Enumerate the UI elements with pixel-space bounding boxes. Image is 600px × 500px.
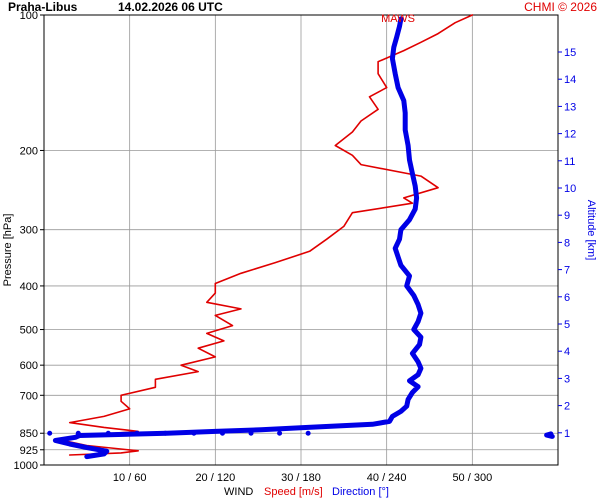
direction-surface-dot bbox=[277, 430, 283, 436]
altitude-tick-label: 11 bbox=[564, 156, 575, 168]
altitude-tick-label: 7 bbox=[564, 265, 570, 277]
direction-surface-dot bbox=[134, 430, 140, 436]
pressure-tick-label: 850 bbox=[20, 428, 38, 440]
altitude-tick-label: 4 bbox=[564, 346, 570, 358]
direction-surface-dot bbox=[248, 430, 254, 436]
plot-border bbox=[43, 14, 559, 466]
pressure-tick-label: 300 bbox=[20, 225, 38, 237]
altitude-tick-label: 12 bbox=[564, 129, 576, 141]
wind-tick-label: 40 / 240 bbox=[367, 472, 407, 484]
direction-surface-dot bbox=[305, 430, 311, 436]
direction-series-line bbox=[544, 431, 555, 439]
direction-surface-dot bbox=[162, 430, 168, 436]
wind-axis-title: WIND bbox=[224, 486, 253, 498]
direction-series-line bbox=[52, 16, 424, 460]
pressure-tick-label: 700 bbox=[20, 390, 38, 402]
wind-tick-label: 50 / 300 bbox=[452, 472, 492, 484]
chmi-credit: CHMI © 2026 bbox=[524, 0, 597, 14]
station-title: Praha-Libus bbox=[8, 0, 78, 14]
altitude-tick-label: 8 bbox=[564, 237, 570, 249]
altitude-tick-label: 10 bbox=[564, 183, 576, 195]
series-layer bbox=[47, 14, 555, 460]
altitude-axis-title: Altitude [km] bbox=[585, 200, 597, 261]
altitude-tick-label: 1 bbox=[564, 428, 570, 440]
plot-frame bbox=[40, 14, 562, 466]
pressure-tick-label: 200 bbox=[20, 145, 38, 157]
wind-tick-label: 20 / 120 bbox=[195, 472, 235, 484]
altitude-tick-label: 2 bbox=[564, 401, 570, 413]
direction-axis-title: Direction [°] bbox=[332, 486, 389, 498]
instrument-label: MAWS bbox=[381, 13, 415, 25]
altitude-tick-label: 13 bbox=[564, 101, 576, 113]
direction-surface-dot bbox=[191, 430, 197, 436]
altitude-tick-label: 6 bbox=[564, 292, 570, 304]
pressure-tick-label: 600 bbox=[20, 360, 38, 372]
altitude-tick-label: 15 bbox=[564, 47, 576, 59]
altitude-tick-label: 5 bbox=[564, 319, 570, 331]
pressure-tick-label: 925 bbox=[20, 445, 38, 457]
pressure-tick-label: 100 bbox=[20, 10, 38, 22]
direction-surface-dot bbox=[75, 430, 81, 436]
pressure-tick-label: 1000 bbox=[14, 460, 38, 472]
pressure-tick-label: 500 bbox=[20, 325, 38, 337]
speed-series-line bbox=[60, 14, 474, 456]
pressure-axis-title: Pressure [hPa] bbox=[2, 214, 14, 287]
wind-tick-label: 10 / 60 bbox=[113, 472, 147, 484]
altitude-tick-label: 14 bbox=[564, 74, 576, 86]
direction-surface-dot bbox=[219, 430, 225, 436]
pressure-tick-label: 400 bbox=[20, 281, 38, 293]
date-title: 14.02.2026 06 UTC bbox=[118, 0, 223, 14]
direction-surface-dot bbox=[105, 430, 111, 436]
speed-axis-title: Speed [m/s] bbox=[264, 486, 323, 498]
altitude-tick-label: 3 bbox=[564, 373, 570, 385]
altitude-tick-label: 9 bbox=[564, 210, 570, 222]
direction-surface-dot bbox=[47, 430, 53, 436]
wind-tick-label: 30 / 180 bbox=[281, 472, 321, 484]
